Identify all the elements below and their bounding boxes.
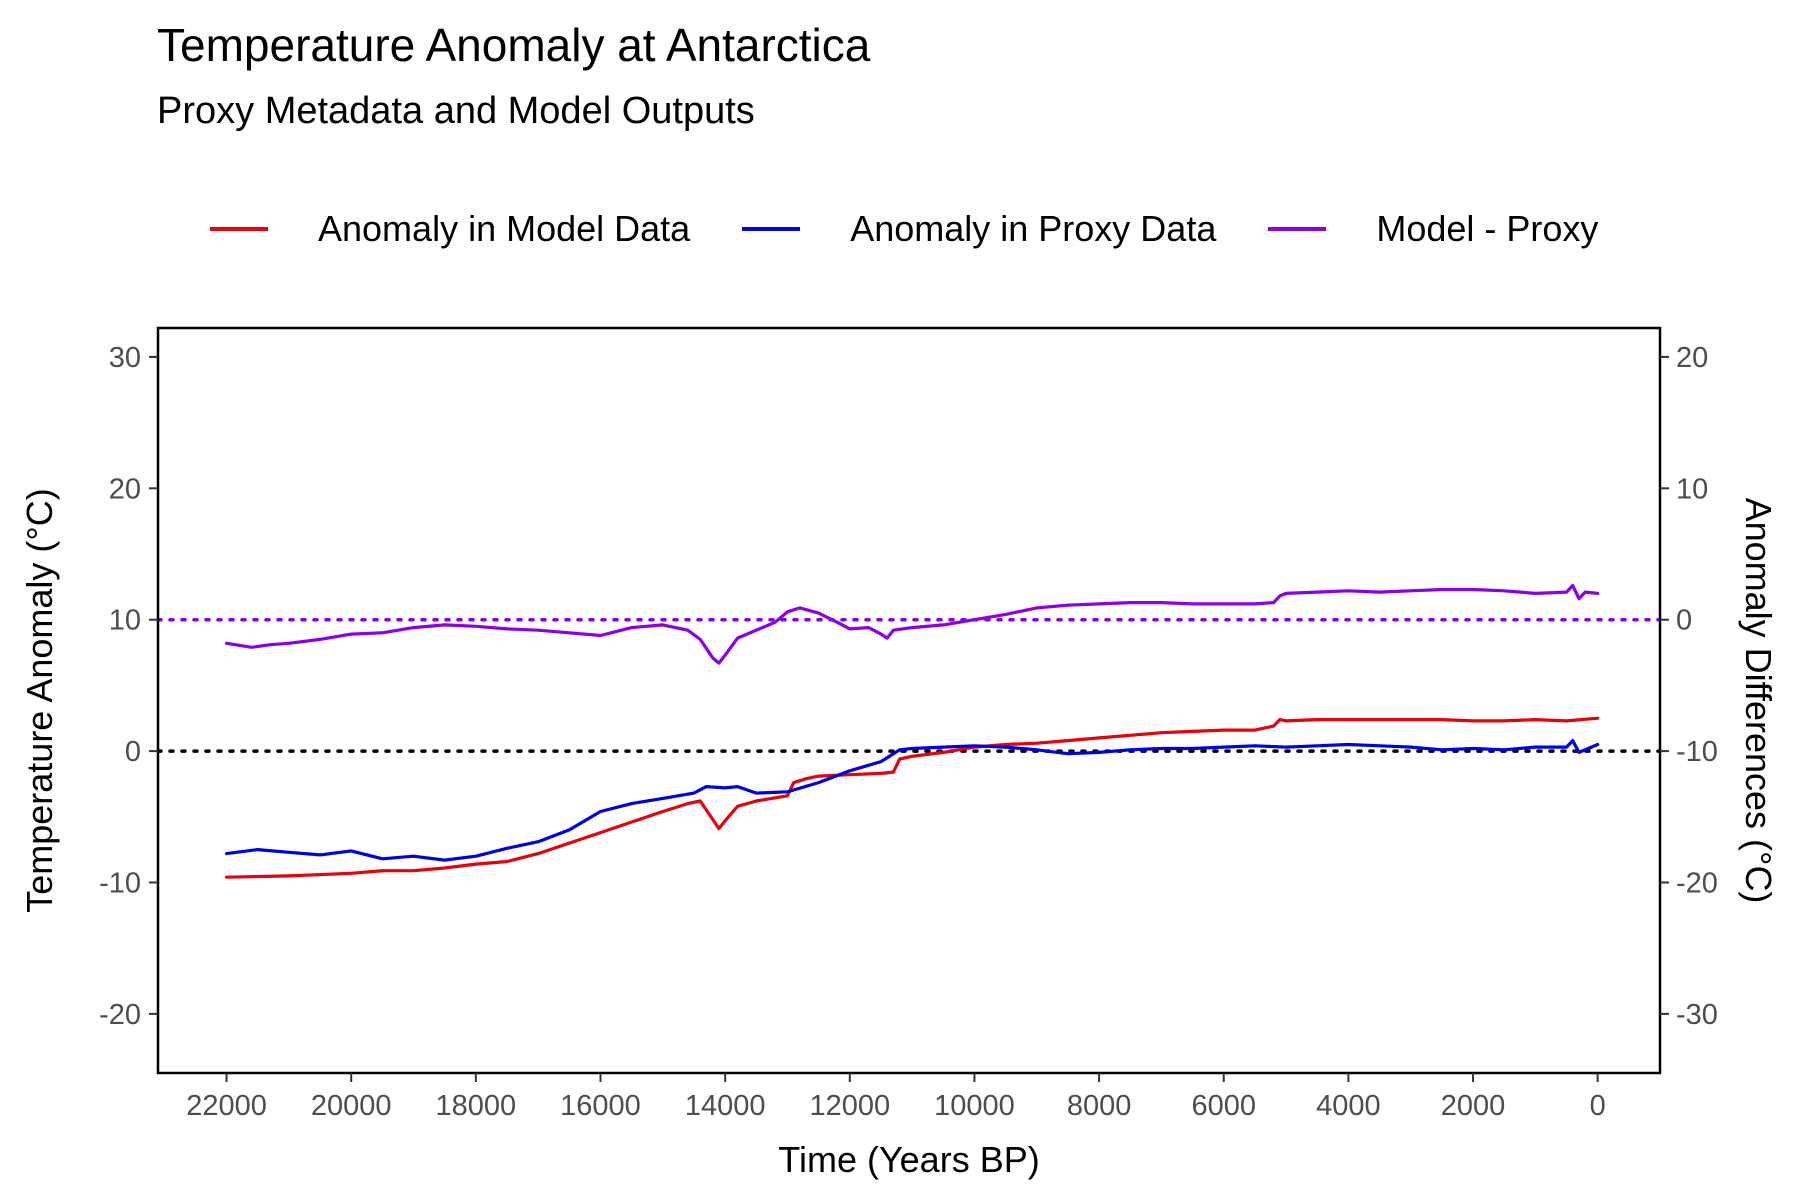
- y-tick-label: -10: [99, 867, 141, 899]
- y2-tick-label: 20: [1676, 342, 1708, 374]
- series-line-3: [225, 583, 1600, 665]
- y2-tick-label: -20: [1676, 867, 1718, 899]
- x-tick-label: 6000: [1191, 1090, 1256, 1122]
- x-tick-label: 8000: [1067, 1090, 1132, 1122]
- x-tick-label: 16000: [560, 1090, 641, 1122]
- legend-label: Anomaly in Proxy Data: [850, 208, 1217, 249]
- y-tick-label: 20: [109, 473, 141, 505]
- chart-title: Temperature Anomaly at Antarctica: [157, 19, 871, 71]
- y-tick-label: 0: [125, 736, 141, 768]
- y2-tick-label: 10: [1676, 473, 1708, 505]
- y2-tick-label: -10: [1676, 736, 1718, 768]
- legend-item-2: Anomaly in Proxy Data: [742, 208, 1216, 250]
- x-tick-label: 10000: [934, 1090, 1015, 1122]
- x-tick-label: 14000: [685, 1090, 766, 1122]
- legend-label: Anomaly in Model Data: [318, 208, 691, 249]
- y-tick-label: -20: [99, 999, 141, 1031]
- y-tick-label: 30: [109, 342, 141, 374]
- y2-tick-label: -30: [1676, 999, 1718, 1031]
- reference-lines: [156, 617, 1662, 753]
- series-layer: [225, 583, 1600, 879]
- y2-axis-title: Anomaly Differences (°C): [1738, 498, 1779, 904]
- chart-subtitle: Proxy Metadata and Model Outputs: [157, 90, 755, 132]
- legend-key: [210, 227, 268, 231]
- plot-panel-border: [156, 326, 1662, 1075]
- x-axis-title: Time (Years BP): [778, 1139, 1039, 1180]
- legend-key: [1268, 227, 1327, 231]
- x-tick-label: 2000: [1441, 1090, 1506, 1122]
- x-tick-label: 22000: [186, 1090, 267, 1122]
- legend-item-1: Anomaly in Model Data: [210, 208, 690, 250]
- x-tick-label: 0: [1590, 1090, 1606, 1122]
- legend-label: Model - Proxy: [1376, 208, 1599, 249]
- y-tick-label: 10: [109, 605, 141, 637]
- x-tick-label: 4000: [1316, 1090, 1381, 1122]
- axes-layer: 22000 20000 18000 16000 14000 12000 10000 8000 6…: [99, 342, 1718, 1122]
- y2-tick-label: 0: [1676, 605, 1692, 637]
- series-line-1: [225, 716, 1600, 879]
- legend-item-3: Model - Proxy: [1268, 208, 1598, 250]
- series-line-2: [225, 738, 1600, 862]
- x-tick-label: 20000: [311, 1090, 392, 1122]
- x-tick-label: 18000: [436, 1090, 517, 1122]
- legend-key: [742, 227, 801, 231]
- x-tick-label: 12000: [809, 1090, 890, 1122]
- legend: Anomaly in Model Data Anomaly in Proxy Da…: [210, 204, 1650, 254]
- y-axis-title: Temperature Anomaly (°C): [19, 488, 60, 913]
